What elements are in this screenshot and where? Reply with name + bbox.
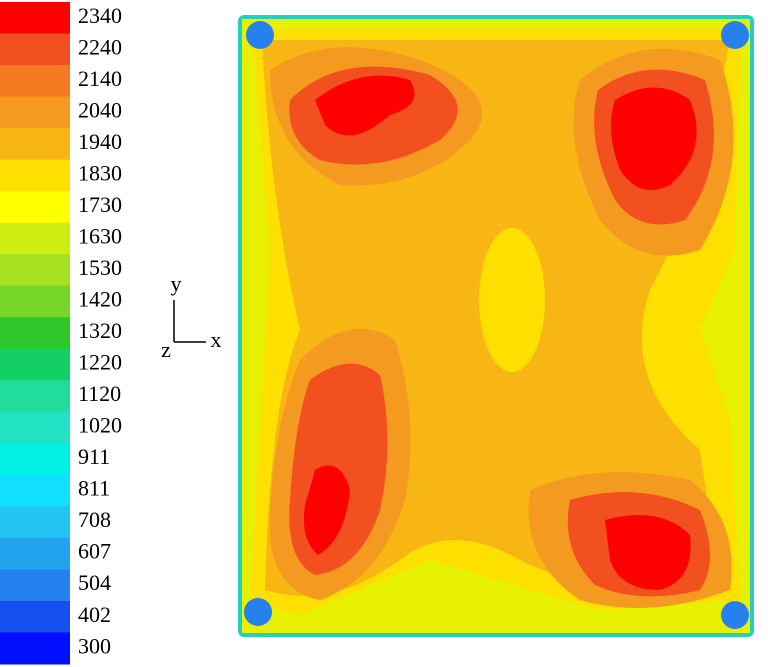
colorbar-swatch: [0, 222, 70, 255]
colorbar-swatch: [0, 33, 70, 66]
colorbar-swatch: [0, 632, 70, 665]
colorbar-label: 2340: [78, 3, 122, 28]
colorbar-label: 504: [78, 570, 111, 595]
colorbar-swatch: [0, 443, 70, 476]
colorbar-swatch: [0, 411, 70, 444]
colorbar-swatch: [0, 159, 70, 192]
colorbar-label: 708: [78, 507, 111, 532]
hot-core: [611, 87, 697, 190]
colorbar-swatch: [0, 128, 70, 161]
hot-core: [605, 515, 691, 590]
colorbar-label: 1630: [78, 223, 122, 248]
colorbar-label: 1320: [78, 318, 122, 343]
colorbar-swatch: [0, 474, 70, 507]
colorbar: 2340 2240 2140 2040 1940 1830 1730 1630 1530 1420…: [0, 2, 122, 665]
colorbar-swatch: [0, 506, 70, 539]
triad-x-label: x: [211, 327, 222, 352]
colorbar-label: 1220: [78, 350, 122, 375]
colorbar-label: 1730: [78, 192, 122, 217]
colorbar-swatch: [0, 380, 70, 413]
corner-spot: [721, 601, 749, 629]
triad-z-label: z: [161, 337, 171, 362]
axis-triad: y x z: [161, 271, 221, 362]
colorbar-label: 1420: [78, 287, 122, 312]
colorbar-swatch: [0, 569, 70, 602]
corner-spot: [244, 598, 272, 626]
colorbar-label: 911: [78, 444, 110, 469]
contour-field: [238, 15, 754, 637]
colorbar-label: 1120: [78, 381, 121, 406]
colorbar-label: 811: [78, 476, 110, 501]
colorbar-swatch: [0, 348, 70, 381]
corner-spot: [246, 21, 274, 49]
hot-core: [303, 465, 350, 555]
colorbar-swatch: [0, 254, 70, 287]
colorbar-swatch: [0, 191, 70, 224]
colorbar-label: 1830: [78, 160, 122, 185]
center-spot: [479, 228, 545, 372]
colorbar-swatch: [0, 537, 70, 570]
colorbar-label: 2240: [78, 34, 122, 59]
colorbar-label: 402: [78, 602, 111, 627]
colorbar-label: 2040: [78, 97, 122, 122]
colorbar-label: 1940: [78, 129, 122, 154]
corner-spot: [721, 21, 749, 49]
hot-core: [315, 75, 415, 136]
colorbar-swatch: [0, 96, 70, 129]
colorbar-swatch: [0, 600, 70, 633]
colorbar-label: 300: [78, 633, 111, 658]
triad-y-label: y: [171, 271, 182, 296]
colorbar-swatch: [0, 65, 70, 98]
colorbar-swatch: [0, 285, 70, 318]
colorbar-swatch: [0, 2, 70, 35]
colorbar-label: 607: [78, 539, 111, 564]
colorbar-swatch: [0, 317, 70, 350]
colorbar-label: 2140: [78, 66, 122, 91]
colorbar-label: 1020: [78, 413, 122, 438]
colorbar-label: 1530: [78, 255, 122, 280]
